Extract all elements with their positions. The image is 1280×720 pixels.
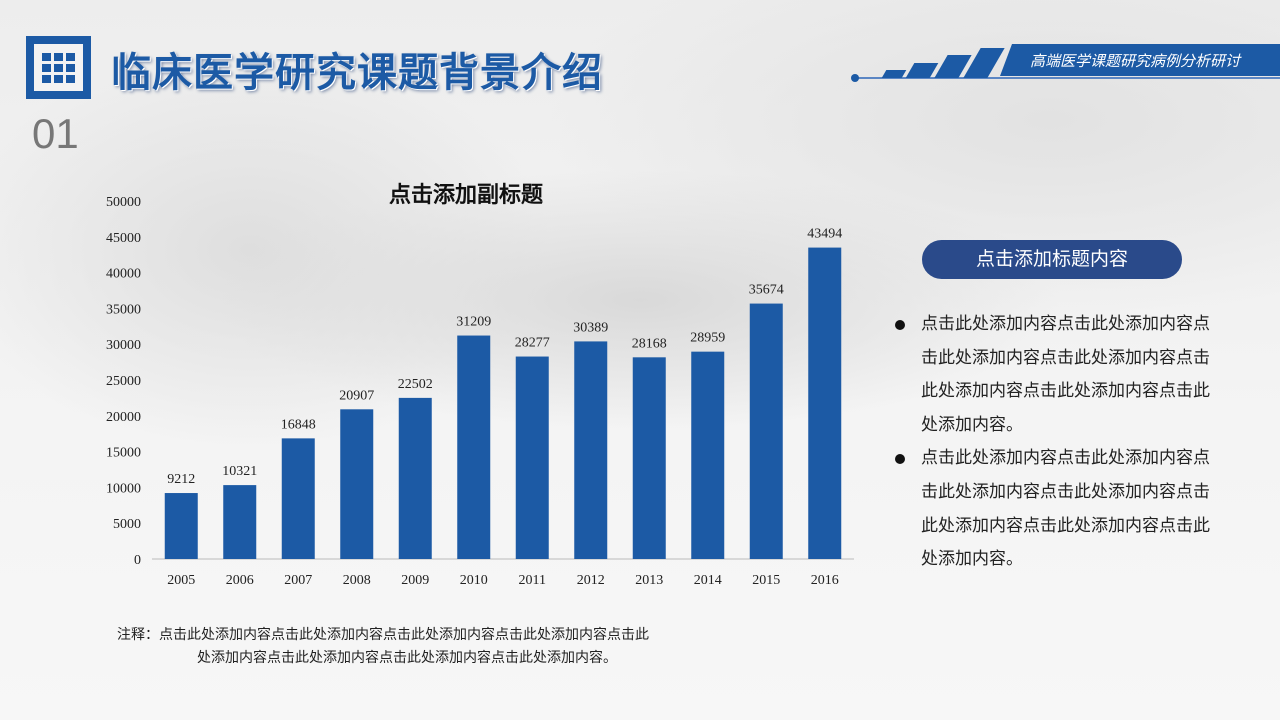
x-tick-label: 2015 — [752, 573, 780, 588]
bar — [398, 397, 432, 559]
data-label: 20907 — [339, 388, 374, 403]
x-tick-label: 2008 — [343, 573, 371, 588]
bullet-item: 点击此处添加内容点击此处添加内容点击此处添加内容点击此处添加内容点击此处添加内容… — [895, 308, 1215, 442]
bar — [164, 493, 198, 559]
y-tick-label: 50000 — [106, 195, 141, 210]
y-tick-label: 20000 — [106, 410, 141, 425]
page-title: 临床医学研究课题背景介绍 — [111, 50, 603, 96]
data-label: 28959 — [690, 331, 725, 346]
chart-note: 注释：点击此处添加内容点击此处添加内容点击此处添加内容点击此处添加内容点击此 处添… — [117, 624, 737, 670]
note-label: 注释： — [117, 627, 159, 643]
data-label: 28277 — [515, 336, 550, 351]
bar — [574, 341, 608, 559]
x-tick-label: 2014 — [694, 573, 722, 588]
data-label: 31209 — [456, 315, 491, 330]
x-tick-label: 2012 — [577, 573, 605, 588]
bar — [457, 335, 491, 559]
x-tick-label: 2011 — [519, 573, 546, 588]
banner-step — [905, 63, 939, 78]
x-tick-label: 2009 — [401, 573, 429, 588]
y-tick-label: 0 — [134, 553, 141, 568]
bar — [281, 438, 315, 559]
bar — [691, 351, 725, 559]
data-label: 9212 — [167, 472, 195, 487]
banner-line — [855, 77, 1280, 79]
note-line-1: 点击此处添加内容点击此处添加内容点击此处添加内容点击此处添加内容点击此 — [159, 627, 649, 643]
x-tick-label: 2006 — [226, 573, 254, 588]
y-tick-label: 40000 — [106, 267, 141, 282]
y-tick-label: 35000 — [106, 302, 141, 317]
data-label: 35674 — [749, 283, 784, 298]
sidebar-heading: 点击添加标题内容 — [922, 240, 1182, 279]
data-label: 28168 — [632, 336, 667, 351]
bar — [223, 485, 257, 559]
y-tick-label: 45000 — [106, 231, 141, 246]
x-tick-label: 2013 — [635, 573, 663, 588]
y-tick-label: 5000 — [113, 517, 141, 532]
bullet-list: 点击此处添加内容点击此处添加内容点击此处添加内容点击此处添加内容点击此处添加内容… — [895, 308, 1215, 577]
x-tick-label: 2010 — [460, 573, 488, 588]
y-tick-label: 25000 — [106, 374, 141, 389]
bar — [515, 356, 549, 559]
bar-chart: 0 5000 10000 15000 20000 25000 30000 35000 40000… — [106, 195, 854, 588]
banner-text: 高端医学课题研究病例分析研讨 — [1030, 52, 1241, 70]
x-tick-label: 2016 — [811, 573, 839, 588]
chart-title: 点击添加副标题 — [389, 183, 544, 208]
bar — [808, 247, 842, 560]
header-banner: 高端医学课题研究病例分析研讨 — [1000, 44, 1280, 76]
y-tick-label: 10000 — [106, 481, 141, 496]
x-tick-label: 2007 — [284, 573, 312, 588]
note-line-2: 处添加内容点击此处添加内容点击此处添加内容点击此处添加内容。 — [197, 650, 617, 666]
data-label: 22502 — [398, 377, 433, 392]
bullet-item: 点击此处添加内容点击此处添加内容点击此处添加内容点击此处添加内容点击此处添加内容… — [895, 442, 1215, 576]
banner-step — [963, 48, 1005, 78]
data-label: 10321 — [222, 464, 257, 479]
section-number: 01 — [32, 110, 79, 157]
y-tick-label: 15000 — [106, 446, 141, 461]
y-tick-label: 30000 — [106, 338, 141, 353]
x-tick-label: 2005 — [167, 573, 195, 588]
bar — [340, 409, 374, 559]
grid-logo-icon — [26, 36, 91, 99]
data-label: 30389 — [573, 320, 608, 335]
banner-dot — [851, 74, 859, 82]
bar — [632, 357, 666, 559]
bar — [749, 303, 783, 559]
data-label: 16848 — [281, 417, 316, 432]
data-label: 43494 — [807, 227, 842, 242]
